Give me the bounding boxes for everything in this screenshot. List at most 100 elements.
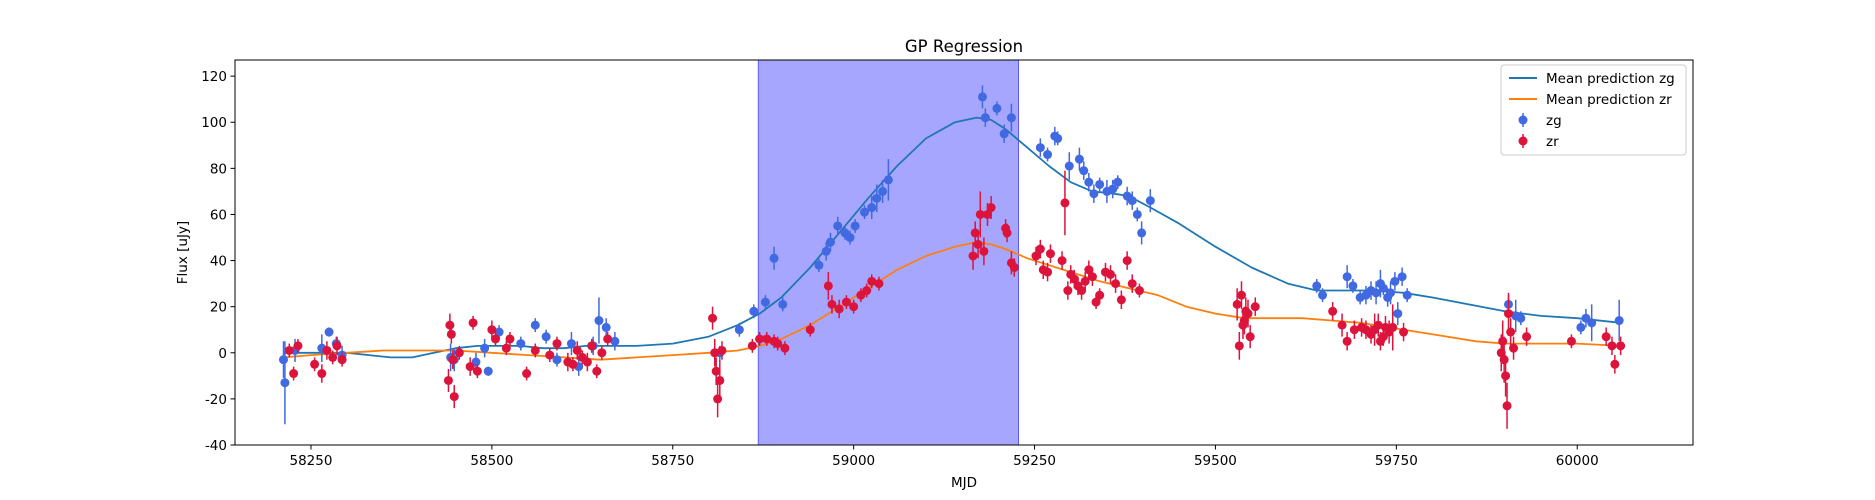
- y-tick-label: 100: [201, 115, 227, 131]
- zr-point: [317, 364, 327, 383]
- zr-point: [827, 295, 837, 314]
- zr-point: [708, 306, 718, 330]
- zg-point: [845, 230, 855, 245]
- zg-point: [1035, 138, 1045, 157]
- zr-marker: [1236, 290, 1246, 300]
- zr-marker: [449, 392, 459, 402]
- zg-marker: [530, 320, 540, 330]
- zr-point: [490, 332, 500, 346]
- zg-point: [760, 295, 770, 309]
- zr-point: [1388, 304, 1398, 351]
- zg-marker: [1312, 281, 1322, 291]
- zr-point: [805, 322, 815, 337]
- y-tick-label: 20: [210, 300, 227, 316]
- zg-point: [883, 159, 893, 201]
- zg-point: [769, 246, 779, 270]
- zr-marker: [322, 345, 332, 355]
- zr-point: [284, 343, 294, 358]
- zg-marker: [552, 355, 562, 365]
- zr-marker: [501, 343, 511, 353]
- zr-marker: [867, 276, 877, 286]
- zr-point: [603, 332, 613, 346]
- zr-marker: [862, 286, 872, 296]
- zr-marker: [874, 279, 884, 289]
- zr-point: [449, 385, 459, 409]
- zg-marker: [999, 129, 1009, 139]
- y-tick: -20: [205, 392, 235, 408]
- zr-marker: [1232, 299, 1242, 309]
- zg-marker: [769, 253, 779, 263]
- zg-marker: [833, 221, 843, 231]
- zr-marker: [762, 334, 772, 344]
- zr-point: [337, 352, 347, 367]
- zr-point: [310, 357, 320, 372]
- zr-point: [823, 272, 833, 300]
- x-tick-label: 60000: [1556, 453, 1599, 469]
- legend-box: [1500, 64, 1687, 156]
- y-tick: 0: [218, 346, 235, 362]
- zg-point: [1127, 191, 1137, 210]
- zr-point: [1522, 327, 1532, 346]
- zr-marker: [443, 375, 453, 385]
- y-tick: 60: [210, 207, 235, 223]
- zg-point: [1113, 175, 1123, 190]
- zr-point: [1063, 281, 1073, 300]
- zg-marker: [280, 378, 290, 388]
- zg-marker: [821, 246, 831, 256]
- zg-point: [1043, 147, 1053, 162]
- x-tick: 58250: [289, 445, 332, 469]
- x-tick: 59750: [1375, 445, 1418, 469]
- zg-marker: [1342, 272, 1352, 282]
- zr-point: [1399, 322, 1409, 342]
- y-tick-label: -40: [205, 438, 227, 454]
- zg-marker: [980, 113, 990, 123]
- zg-point: [1576, 320, 1586, 335]
- zr-marker: [1116, 295, 1126, 305]
- zr-point: [1349, 320, 1359, 339]
- zr-point: [328, 350, 338, 365]
- zr-marker: [1234, 341, 1244, 351]
- zg-point: [778, 297, 788, 312]
- zg-marker: [1035, 143, 1045, 153]
- zr-marker: [310, 359, 320, 369]
- zr-marker: [1239, 316, 1249, 326]
- y-tick-label: 80: [210, 161, 227, 177]
- zr-marker: [1084, 265, 1094, 275]
- zg-point: [821, 242, 831, 261]
- zg-point: [850, 219, 860, 233]
- zg-marker: [1576, 322, 1586, 332]
- zg-point: [872, 184, 882, 213]
- zg-point: [1064, 152, 1074, 180]
- zr-marker: [490, 334, 500, 344]
- zr-point: [1342, 332, 1352, 351]
- legend-swatch-zg-marker: [1518, 115, 1528, 125]
- zr-marker: [465, 362, 475, 372]
- zr-marker: [293, 341, 303, 351]
- zr-point: [849, 299, 859, 314]
- zr-point: [443, 368, 453, 392]
- zr-point: [1080, 272, 1090, 291]
- y-axis-label: Flux [uJy]: [175, 221, 191, 284]
- y-tick: 100: [201, 115, 235, 131]
- zg-marker: [1089, 189, 1099, 199]
- zg-marker: [814, 260, 824, 270]
- zg-marker: [749, 306, 759, 316]
- zg-point: [1348, 279, 1358, 293]
- zr-marker: [975, 209, 985, 219]
- x-tick-label: 58500: [470, 453, 513, 469]
- zr-marker: [289, 369, 299, 379]
- zr-marker: [1328, 306, 1338, 316]
- zr-marker: [572, 345, 582, 355]
- zr-point: [587, 338, 597, 353]
- zr-marker: [717, 345, 727, 355]
- zr-marker: [337, 355, 347, 365]
- zg-marker: [541, 332, 551, 342]
- zg-point: [552, 352, 562, 367]
- legend-label-zr-line: Mean prediction zr: [1546, 92, 1672, 108]
- zr-marker: [1106, 269, 1116, 279]
- zr-marker: [552, 339, 562, 349]
- zg-point: [1312, 279, 1322, 293]
- y-tick-label: 120: [201, 69, 227, 85]
- zg-point: [483, 366, 493, 376]
- zr-marker: [1522, 332, 1532, 342]
